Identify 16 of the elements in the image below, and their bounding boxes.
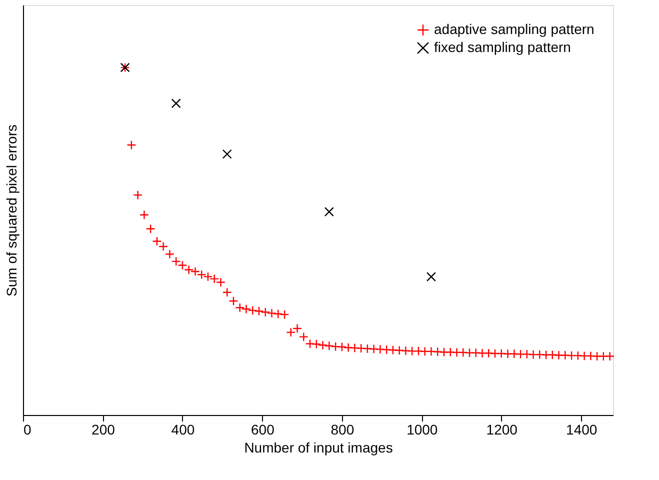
- legend-label: fixed sampling pattern: [434, 39, 571, 55]
- x-tick-label: 1000: [406, 422, 438, 438]
- legend-label: adaptive sampling pattern: [434, 21, 594, 37]
- x-tick-label: 400: [171, 422, 195, 438]
- x-tick-label: 1200: [486, 422, 518, 438]
- point: [324, 206, 334, 217]
- x-tick-label: 0: [24, 422, 32, 438]
- x-tick-label: 1400: [566, 422, 598, 438]
- point: [426, 272, 436, 282]
- y-axis-title: Sum of squared pixel errors: [4, 124, 20, 296]
- x-tick-label: 200: [92, 422, 116, 438]
- x-axis-title: Number of input images: [244, 440, 393, 456]
- point: [222, 149, 232, 159]
- x-tick-label: 600: [251, 422, 275, 438]
- x-tick-label: 800: [330, 422, 354, 438]
- point: [171, 98, 181, 108]
